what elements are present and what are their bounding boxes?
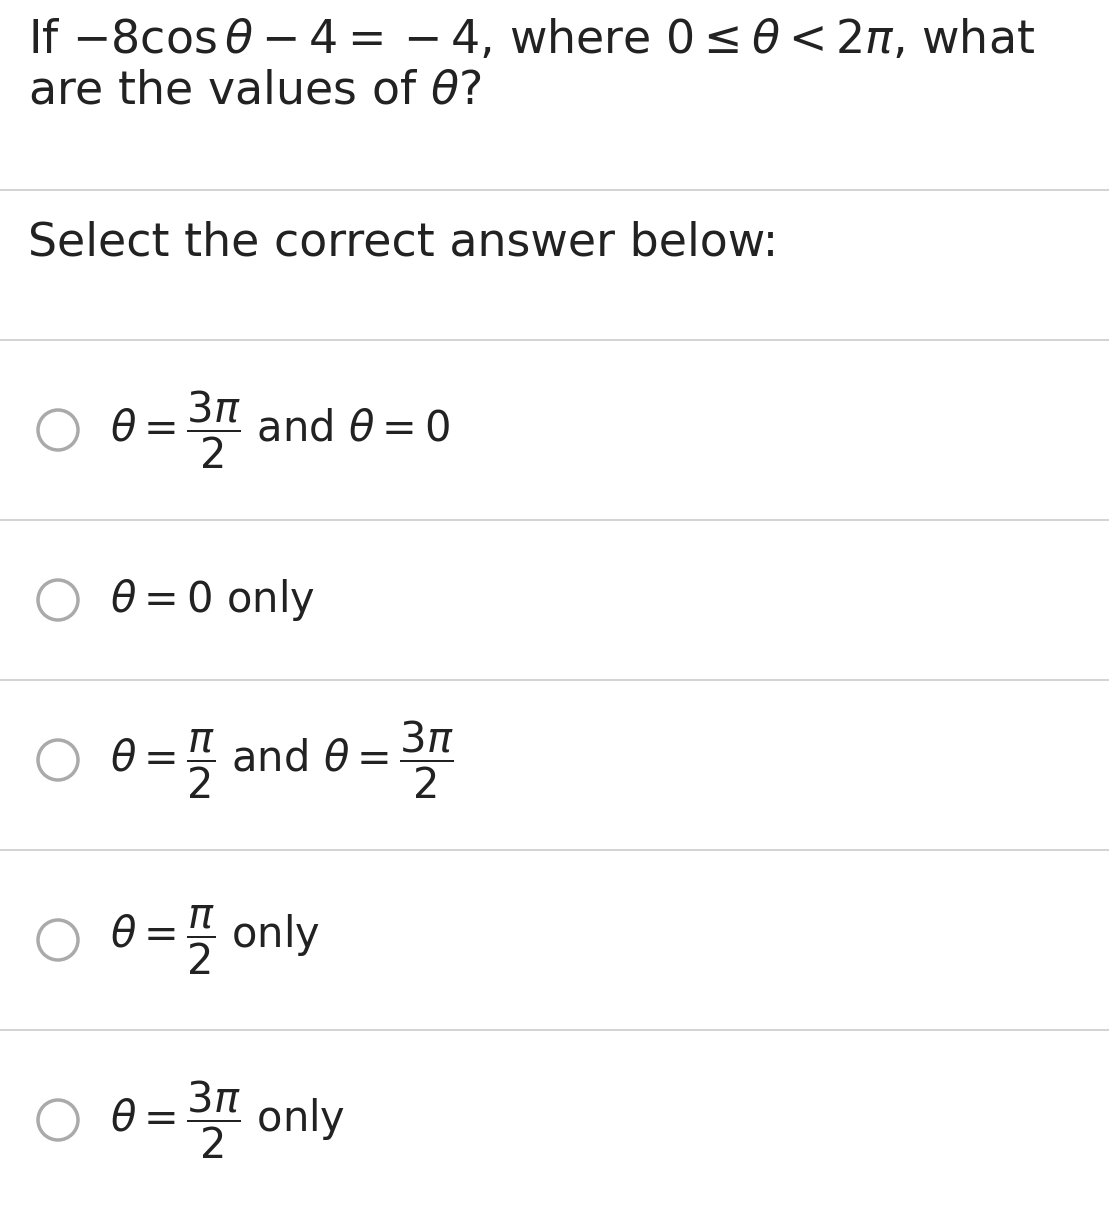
Text: $\theta = \dfrac{3\pi}{2}$ only: $\theta = \dfrac{3\pi}{2}$ only bbox=[110, 1080, 345, 1161]
Text: Select the correct answer below:: Select the correct answer below: bbox=[28, 220, 779, 265]
Text: $\theta = \dfrac{\pi}{2}$ and $\theta = \dfrac{3\pi}{2}$: $\theta = \dfrac{\pi}{2}$ and $\theta = … bbox=[110, 719, 454, 801]
Text: If $-8\cos\theta - 4 = -4$, where $0 \leq \theta < 2\pi$, what: If $-8\cos\theta - 4 = -4$, where $0 \le… bbox=[28, 18, 1035, 63]
Text: $\theta = 0$ only: $\theta = 0$ only bbox=[110, 577, 315, 623]
Text: are the values of $\theta$?: are the values of $\theta$? bbox=[28, 68, 481, 113]
Text: $\theta = \dfrac{\pi}{2}$ only: $\theta = \dfrac{\pi}{2}$ only bbox=[110, 904, 321, 976]
Text: $\theta = \dfrac{3\pi}{2}$ and $\theta = 0$: $\theta = \dfrac{3\pi}{2}$ and $\theta =… bbox=[110, 389, 450, 471]
